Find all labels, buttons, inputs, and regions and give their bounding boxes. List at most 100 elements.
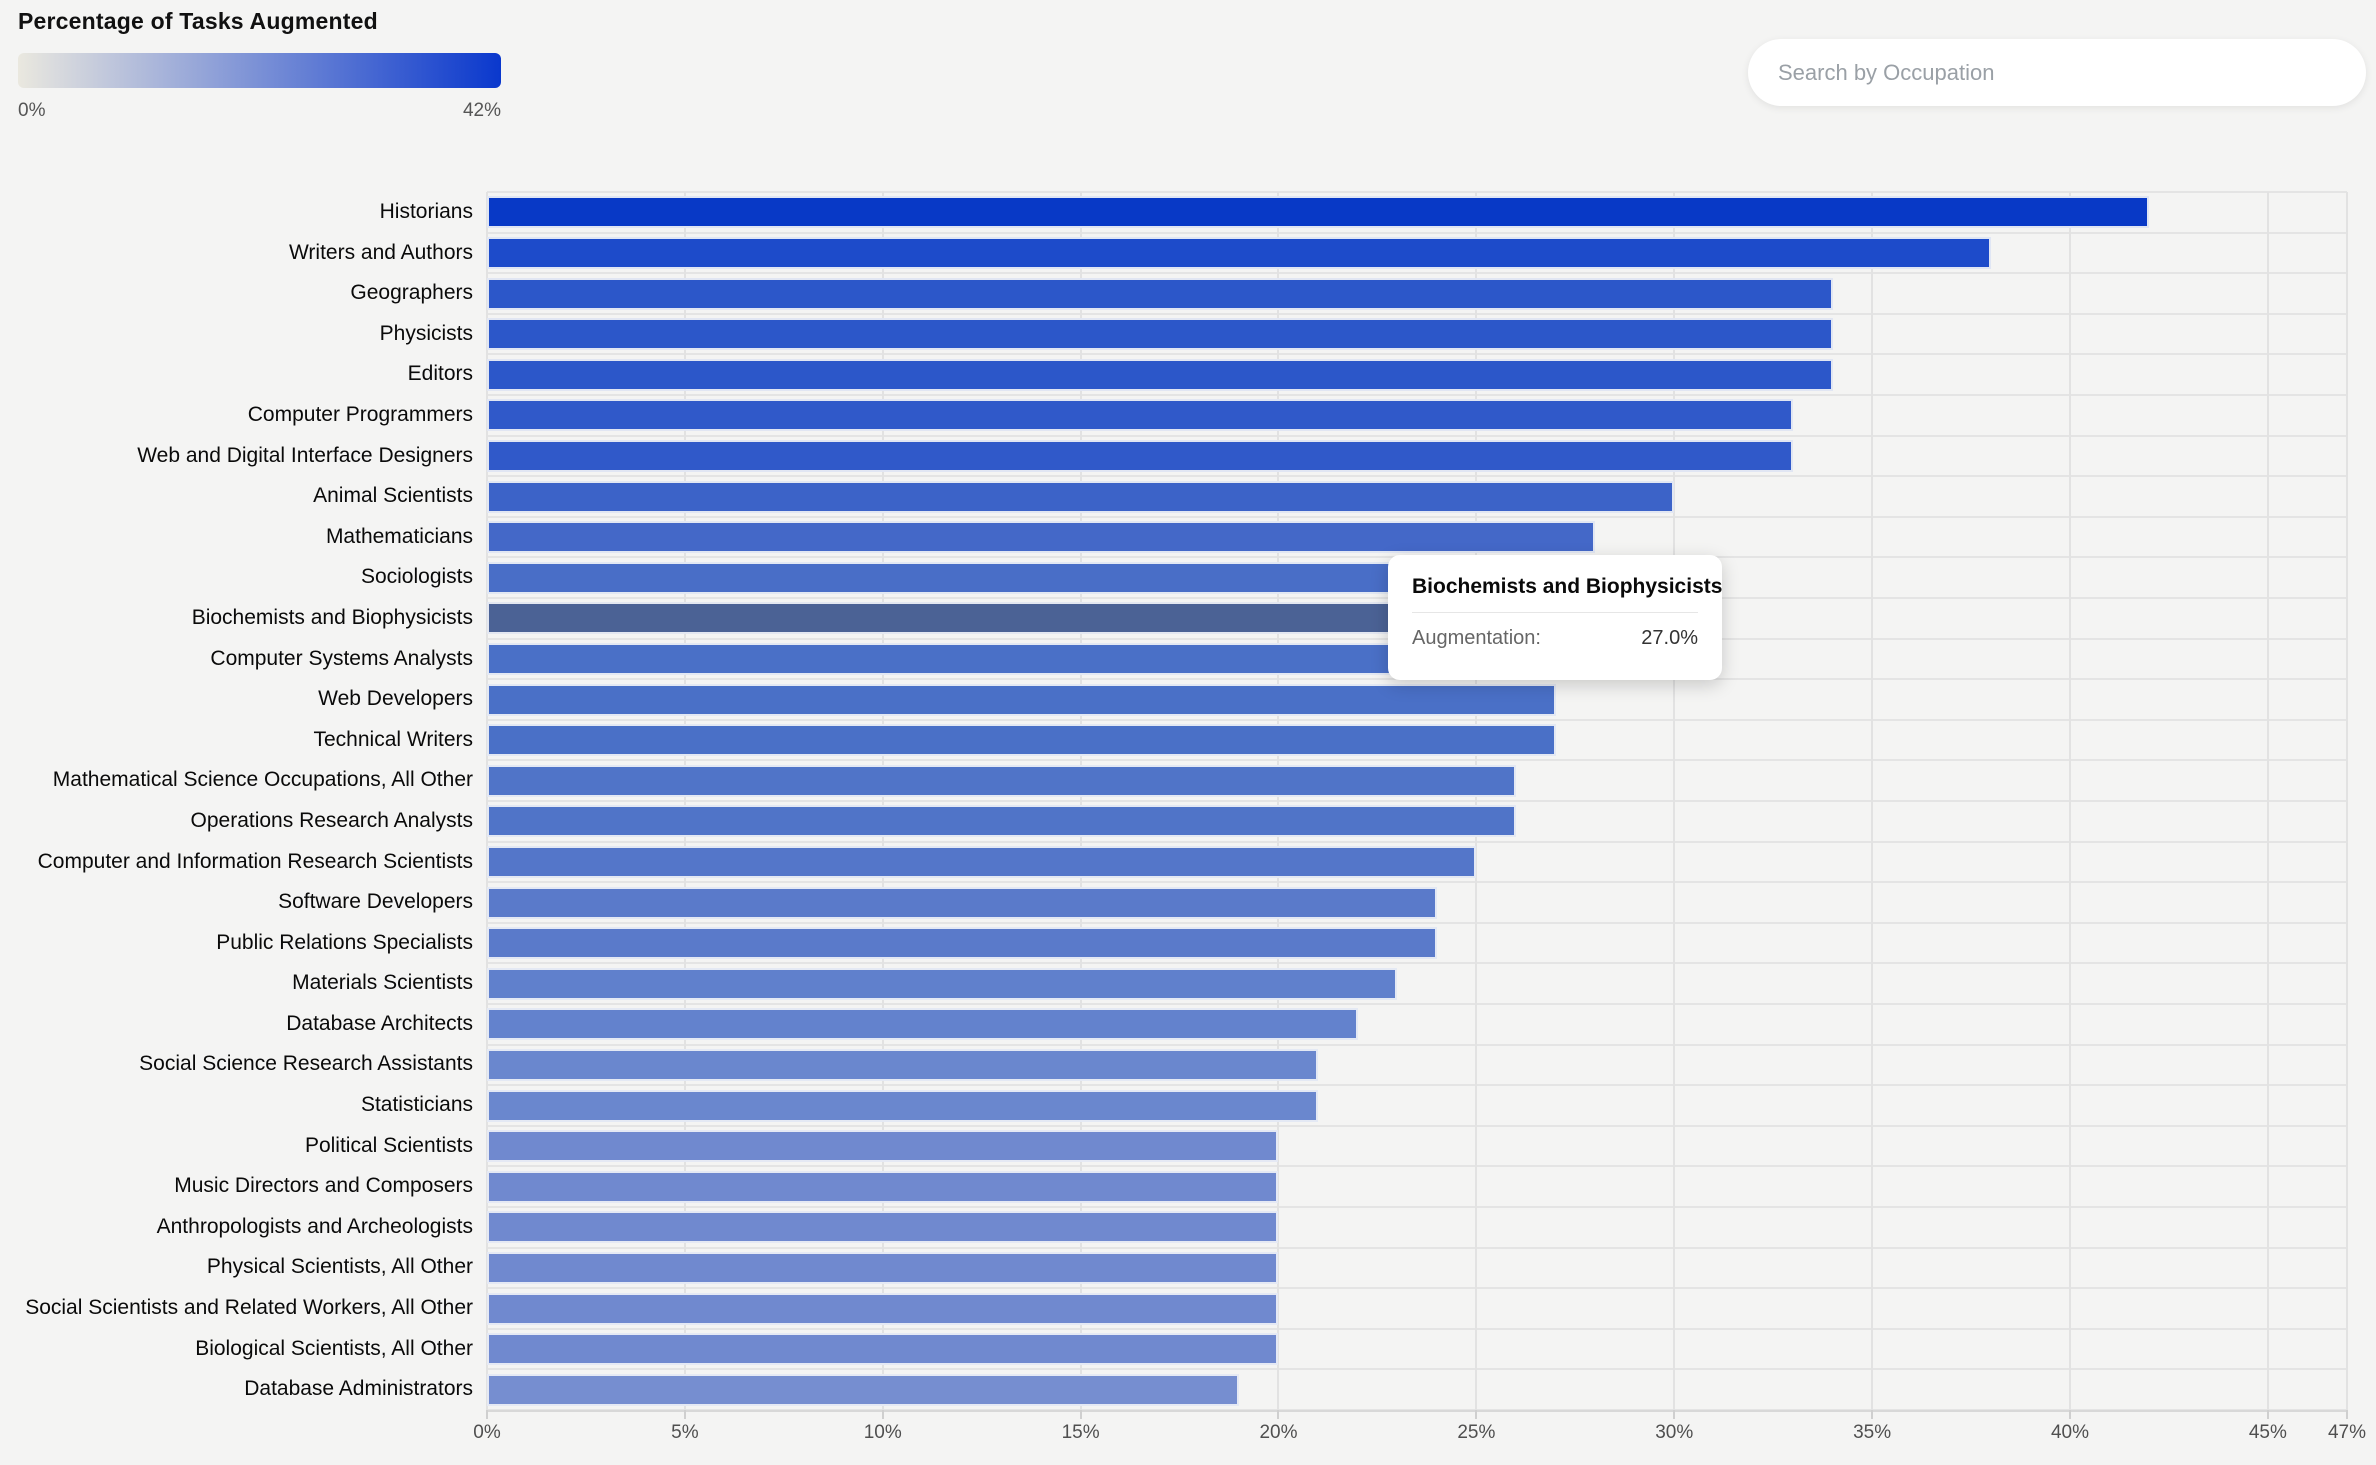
tooltip-title: Biochemists and Biophysicists xyxy=(1412,575,1723,598)
x-tick-label-0: 0% xyxy=(473,1422,501,1443)
bar-technical-writers[interactable] xyxy=(487,724,1556,757)
bar-social-science-research-assistants[interactable] xyxy=(487,1048,1319,1081)
x-tick-mark-20 xyxy=(1277,1410,1280,1419)
h-gridline xyxy=(487,962,2347,965)
h-gridline xyxy=(487,1206,2347,1208)
bar-web-and-digital-interface-designers[interactable] xyxy=(487,439,1793,472)
bar-web-developers[interactable] xyxy=(487,683,1556,716)
x-tick-mark-15 xyxy=(1079,1410,1082,1419)
y-label-mathematicians: Mathematicians xyxy=(325,524,473,548)
tooltip-divider xyxy=(1412,612,1698,613)
bar-database-architects[interactable] xyxy=(487,1008,1358,1041)
bar-mathematical-science-occupations-all-other[interactable] xyxy=(487,764,1516,797)
y-label-database-administrators: Database Administrators xyxy=(244,1377,473,1401)
x-tick-label-15: 15% xyxy=(1061,1422,1100,1443)
y-label-biochemists-and-biophysicists: Biochemists and Biophysicists xyxy=(191,605,473,629)
bar-statisticians[interactable] xyxy=(487,1089,1319,1122)
h-gridline xyxy=(487,1084,2347,1087)
v-gridline-40 xyxy=(2068,192,2071,1410)
y-label-sociologists: Sociologists xyxy=(360,565,473,589)
y-label-anthropologists-and-archeologists: Anthropologists and Archeologists xyxy=(156,1214,473,1238)
h-gridline xyxy=(487,1003,2347,1005)
h-gridline xyxy=(487,394,2347,396)
h-gridline xyxy=(487,434,2347,437)
bar-physical-scientists-all-other[interactable] xyxy=(487,1251,1279,1284)
h-gridline xyxy=(487,1043,2347,1046)
bar-geographers[interactable] xyxy=(487,277,1833,310)
x-tick-mark-5 xyxy=(683,1410,686,1419)
bar-computer-and-information-research-scientists[interactable] xyxy=(487,845,1477,878)
legend-max-label: 42% xyxy=(462,100,501,121)
h-gridline xyxy=(487,1246,2347,1249)
y-label-computer-and-information-research-scientists: Computer and Information Research Scient… xyxy=(37,849,473,873)
bar-writers-and-authors[interactable] xyxy=(487,236,1991,269)
v-gridline-5 xyxy=(683,192,686,1410)
bar-database-administrators[interactable] xyxy=(487,1373,1239,1406)
y-label-web-developers: Web Developers xyxy=(318,687,473,711)
legend-min-label: 0% xyxy=(18,100,46,121)
y-label-operations-research-analysts: Operations Research Analysts xyxy=(190,808,473,832)
y-label-music-directors-and-composers: Music Directors and Composers xyxy=(174,1174,473,1198)
bar-editors[interactable] xyxy=(487,358,1833,391)
h-gridline xyxy=(487,1124,2347,1127)
bar-software-developers[interactable] xyxy=(487,886,1437,919)
y-label-geographers: Geographers xyxy=(350,281,473,305)
h-gridline xyxy=(487,191,2347,193)
bar-operations-research-analysts[interactable] xyxy=(487,805,1516,838)
y-label-web-and-digital-interface-designers: Web and Digital Interface Designers xyxy=(137,443,473,467)
bar-historians[interactable] xyxy=(487,196,2150,229)
v-gridline-30 xyxy=(1673,192,1676,1410)
y-label-database-architects: Database Architects xyxy=(286,1011,473,1035)
bar-music-directors-and-composers[interactable] xyxy=(487,1170,1279,1203)
h-gridline xyxy=(487,1287,2347,1290)
y-label-political-scientists: Political Scientists xyxy=(304,1133,473,1157)
y-label-social-scientists-and-related-workers-all-other: Social Scientists and Related Workers, A… xyxy=(25,1296,473,1320)
x-tick-label-47: 47% xyxy=(2327,1422,2367,1443)
x-tick-mark-25 xyxy=(1475,1410,1478,1419)
v-gridline-10 xyxy=(881,192,884,1410)
y-label-biological-scientists-all-other: Biological Scientists, All Other xyxy=(195,1336,473,1360)
y-label-editors: Editors xyxy=(407,362,473,386)
bar-physicists[interactable] xyxy=(487,318,1833,351)
bar-sociologists[interactable] xyxy=(487,561,1556,594)
y-label-historians: Historians xyxy=(379,200,473,223)
bar-computer-programmers[interactable] xyxy=(487,399,1793,432)
x-tick-label-25: 25% xyxy=(1457,1422,1496,1443)
h-gridline xyxy=(487,475,2347,478)
legend-scale: 0% 42% xyxy=(18,100,501,122)
bar-biological-scientists-all-other[interactable] xyxy=(487,1333,1279,1366)
y-label-materials-scientists: Materials Scientists xyxy=(292,971,473,995)
x-tick-label-30: 30% xyxy=(1655,1422,1694,1443)
x-tick-label-35: 35% xyxy=(1853,1422,1892,1443)
bar-animal-scientists[interactable] xyxy=(487,480,1675,513)
y-label-social-science-research-assistants: Social Science Research Assistants xyxy=(139,1052,473,1076)
bar-biochemists-and-biophysicists[interactable] xyxy=(487,602,1556,635)
x-tick-mark-30 xyxy=(1673,1410,1676,1419)
y-label-technical-writers: Technical Writers xyxy=(313,727,474,751)
h-gridline xyxy=(487,1165,2347,1168)
y-label-computer-systems-analysts: Computer Systems Analysts xyxy=(210,646,473,670)
bar-materials-scientists[interactable] xyxy=(487,967,1398,1000)
bar-anthropologists-and-archeologists[interactable] xyxy=(487,1211,1279,1244)
x-tick-mark-10 xyxy=(881,1410,884,1419)
x-tick-label-45: 45% xyxy=(2248,1422,2287,1443)
bar-public-relations-specialists[interactable] xyxy=(487,927,1437,960)
x-tick-mark-0 xyxy=(486,1410,488,1419)
v-gridline-47 xyxy=(2346,192,2348,1410)
tooltip-metric-label: Augmentation: xyxy=(1412,627,1541,649)
search-input[interactable] xyxy=(1748,39,2366,106)
x-tick-mark-47 xyxy=(2346,1410,2348,1419)
y-label-physical-scientists-all-other: Physical Scientists, All Other xyxy=(206,1255,473,1279)
x-tick-mark-45 xyxy=(2266,1410,2269,1419)
bar-computer-systems-analysts[interactable] xyxy=(487,642,1556,675)
bar-political-scientists[interactable] xyxy=(487,1130,1279,1163)
bar-social-scientists-and-related-workers-all-other[interactable] xyxy=(487,1292,1279,1325)
legend-title: Percentage of Tasks Augmented xyxy=(18,8,378,34)
tooltip-row: Augmentation: 27.0% xyxy=(1412,627,1698,650)
bar-mathematicians[interactable] xyxy=(487,521,1596,554)
tooltip-metric-value: 27.0% xyxy=(1641,627,1698,649)
h-gridline xyxy=(487,840,2347,843)
h-gridline xyxy=(487,800,2347,802)
plot-area xyxy=(486,191,2348,1412)
x-axis-line xyxy=(487,1410,2347,1412)
